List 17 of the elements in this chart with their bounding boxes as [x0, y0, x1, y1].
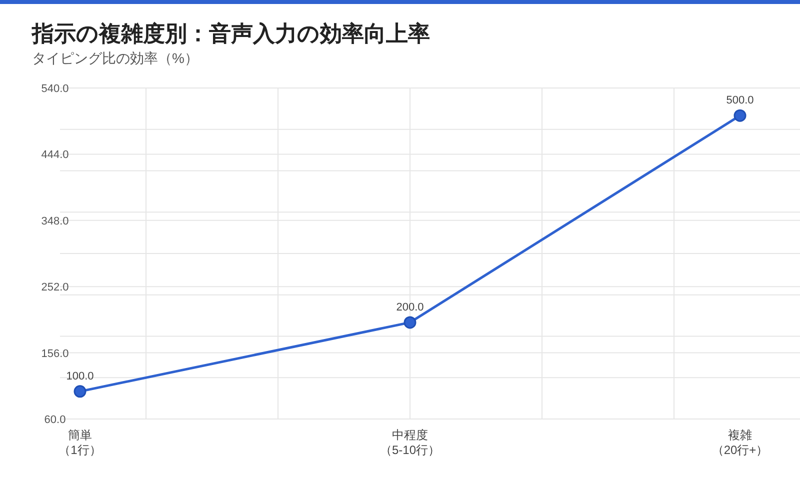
point [734, 109, 746, 122]
x-tick-label: 複雑（20行+） [712, 428, 768, 457]
y-tick-label: 60.0 [44, 414, 66, 426]
y-tick-label: 348.0 [41, 215, 69, 228]
data-label: 200.0 [396, 301, 424, 314]
data-label: 100.0 [66, 370, 94, 382]
chart-subtitle: タイピング比の効率（%） [32, 50, 198, 66]
data-label: 500.0 [726, 94, 754, 107]
point [404, 316, 416, 329]
point [74, 385, 86, 398]
y-tick-label: 156.0 [41, 348, 69, 360]
y-tick-label: 252.0 [41, 282, 69, 294]
y-tick-label: 540.0 [41, 83, 69, 95]
x-tick-label: 中程度（5-10行） [380, 428, 440, 457]
chart-title: 指示の複雑度別：音声入力の効率向上率 [31, 21, 430, 46]
y-tick-label: 444.0 [41, 149, 69, 162]
x-tick-label: 簡単（1行） [58, 428, 102, 457]
